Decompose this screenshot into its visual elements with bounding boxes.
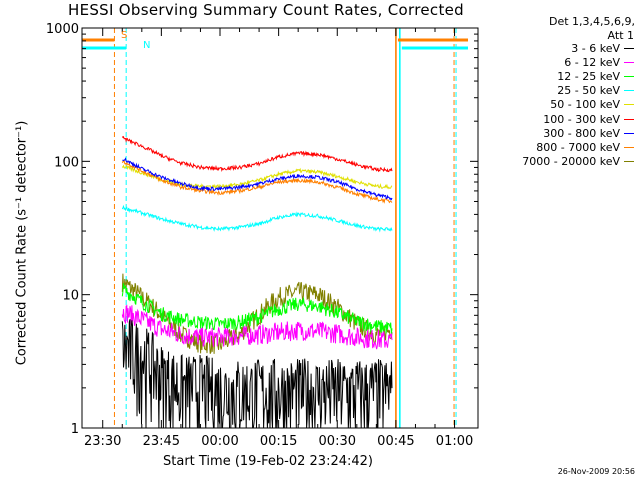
series-line-5 <box>121 135 393 173</box>
legend-label: 100 - 300 keV <box>543 112 620 126</box>
axis-ticks: 1 10 100 1000 23:30 23:45 00:00 00:15 00:30 00:45… <box>46 22 478 449</box>
y-tick-label-2: 100 <box>54 155 79 170</box>
legend-swatch <box>624 118 634 120</box>
series-line-4 <box>121 164 393 190</box>
x-axis-label: Start Time (19-Feb-02 23:24:42) <box>163 454 373 469</box>
series-line-3 <box>121 204 393 233</box>
legend-label: 25 - 50 keV <box>557 84 620 98</box>
legend-item: 50 - 100 keV <box>550 98 634 112</box>
x-tick-label-0: 23:30 <box>84 434 121 449</box>
x-tick-label-3: 00:15 <box>260 434 297 449</box>
x-tick-label-2: 00:00 <box>201 434 238 449</box>
legend-item: 100 - 300 keV <box>543 112 634 126</box>
x-tick-label-5: 00:45 <box>377 434 414 449</box>
timestamp: 26-Nov-2009 20:56 <box>557 467 635 476</box>
legend-label: 6 - 12 keV <box>564 55 620 69</box>
plot-axes <box>81 27 479 429</box>
legend-item: 3 - 6 keV <box>571 41 634 55</box>
legend-item: 12 - 25 keV <box>557 69 634 83</box>
y-tick-label-1: 10 <box>62 289 79 304</box>
legend-item: 300 - 800 keV <box>543 126 634 140</box>
legend-header-line-2: Att 1 <box>607 29 634 42</box>
series-lines <box>121 135 393 429</box>
series-line-6 <box>122 157 393 201</box>
legend-label: 12 - 25 keV <box>557 69 620 83</box>
legend-label: 300 - 800 keV <box>543 126 620 140</box>
legend-item: 7000 - 20000 keV <box>522 155 634 169</box>
flag-label-s: S <box>121 30 128 41</box>
legend-item: 800 - 7000 keV <box>536 140 634 154</box>
plot-frame <box>81 27 479 429</box>
y-tick-label-0: 1 <box>71 422 79 437</box>
legend-label: 7000 - 20000 keV <box>522 155 620 169</box>
series-line-7 <box>121 160 393 204</box>
legend-swatch <box>624 104 634 106</box>
legend-item: 6 - 12 keV <box>564 55 634 69</box>
legend-label: 50 - 100 keV <box>550 98 620 112</box>
legend-item: 25 - 50 keV <box>557 84 634 98</box>
legend-swatch <box>624 146 634 148</box>
x-tick-label-4: 00:30 <box>319 434 356 449</box>
legend-swatch <box>624 75 634 77</box>
vertical-markers <box>113 28 457 428</box>
legend-swatch <box>624 61 634 63</box>
legend-label: 3 - 6 keV <box>571 41 620 55</box>
legend-swatch <box>624 161 634 163</box>
y-tick-label-3: 1000 <box>46 22 79 37</box>
series-line-0 <box>121 319 393 429</box>
series-line-2 <box>121 283 393 334</box>
legend-header-line-1: Det 1,3,4,5,6,9, <box>548 15 635 28</box>
chart-title: HESSI Observing Summary Count Rates, Cor… <box>68 1 464 19</box>
state-flags <box>82 38 468 50</box>
legend-swatch <box>624 47 634 49</box>
legend-swatch <box>624 132 634 134</box>
legend-swatch <box>624 90 634 92</box>
x-tick-label-6: 01:00 <box>436 434 473 449</box>
y-axis-label: Corrected Count Rate (s⁻¹ detector⁻¹) <box>14 120 30 366</box>
legend-label: 800 - 7000 keV <box>536 140 620 154</box>
series-line-1 <box>121 304 393 350</box>
x-tick-label-1: 23:45 <box>143 434 180 449</box>
flag-label-n: N <box>143 40 151 51</box>
